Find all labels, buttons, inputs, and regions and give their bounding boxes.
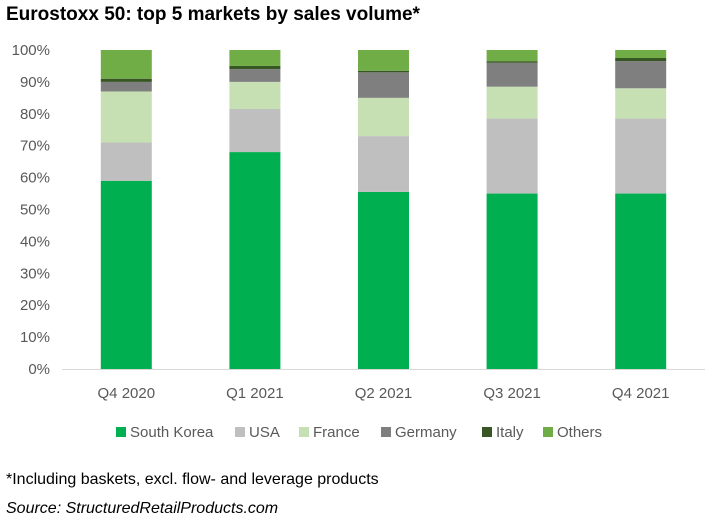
legend-swatch <box>235 427 245 437</box>
legend-swatch <box>381 427 391 437</box>
bar-segment-south-korea <box>358 191 409 369</box>
bar-segment-usa <box>358 136 409 192</box>
bar-segment-usa <box>486 118 538 194</box>
x-tick-label: Q1 2021 <box>226 385 284 402</box>
stacked-bar-chart: 0% 10% 20% 30% 40% 50% 60% 70% 80% 90% 100% Q4 202… <box>12 42 705 441</box>
y-axis: 0% 10% 20% 30% 40% 50% 60% 70% 80% 90% 100% <box>12 42 50 378</box>
y-tick-label: 60% <box>20 170 50 187</box>
legend-label: South Korea <box>130 424 214 441</box>
legend-label: Others <box>557 424 602 441</box>
bar-segment-france <box>615 88 667 119</box>
y-tick-label: 20% <box>20 297 50 314</box>
footnote: *Including baskets, excl. flow- and leve… <box>6 471 379 488</box>
bar-segment-others <box>100 50 152 79</box>
bar-segment-germany <box>229 69 281 82</box>
bar-segment-south-korea <box>486 193 538 369</box>
bar-segment-italy <box>100 78 152 82</box>
bar-segment-france <box>229 81 281 110</box>
y-tick-label: 0% <box>28 361 50 378</box>
bar-segment-italy <box>358 70 409 73</box>
bar-segment-france <box>486 86 538 119</box>
bar-segment-france <box>358 97 409 137</box>
bar-segment-others <box>358 50 409 71</box>
bar-segment-others <box>486 50 538 62</box>
x-tick-label: Q2 2021 <box>355 385 413 402</box>
y-tick-label: 30% <box>20 265 50 282</box>
bar-segment-south-korea <box>615 193 667 369</box>
x-axis: Q4 2020 Q1 2021 Q2 2021 Q3 2021 Q4 2021 <box>62 369 705 402</box>
legend-swatch <box>482 427 492 437</box>
bar-segment-germany <box>615 61 667 89</box>
y-tick-label: 40% <box>20 233 50 250</box>
y-tick-label: 10% <box>20 329 50 346</box>
source-note: Source: StructuredRetailProducts.com <box>6 500 279 517</box>
bar-segment-usa <box>229 109 281 153</box>
bar-segment-usa <box>615 118 667 194</box>
bar-segment-south-korea <box>229 152 281 369</box>
bar-segment-germany <box>486 62 538 87</box>
y-tick-label: 80% <box>20 106 50 123</box>
legend-swatch <box>543 427 553 437</box>
bar-segment-others <box>229 50 281 66</box>
y-tick-label: 70% <box>20 138 50 155</box>
legend: South Korea USA France Germany Italy Others <box>116 424 602 441</box>
legend-swatch <box>116 427 126 437</box>
bar-segment-south-korea <box>100 180 152 369</box>
x-tick-label: Q4 2020 <box>98 385 156 402</box>
bar-segment-germany <box>100 81 152 92</box>
bar-segment-others <box>615 50 667 58</box>
y-tick-label: 50% <box>20 202 50 219</box>
chart-title: Eurostoxx 50: top 5 markets by sales vol… <box>6 4 420 25</box>
bar-segment-usa <box>100 142 152 181</box>
y-tick-label: 100% <box>12 42 50 59</box>
x-tick-label: Q4 2021 <box>612 385 670 402</box>
bar-segment-italy <box>615 57 667 62</box>
legend-label: USA <box>249 424 280 441</box>
bars <box>100 50 667 369</box>
bar-segment-italy <box>486 61 538 63</box>
bar-segment-france <box>100 91 152 143</box>
bar-segment-italy <box>229 65 281 70</box>
legend-swatch <box>299 427 309 437</box>
legend-label: Germany <box>395 424 457 441</box>
bar-segment-germany <box>358 72 409 98</box>
x-tick-label: Q3 2021 <box>483 385 541 402</box>
legend-label: France <box>313 424 360 441</box>
y-tick-label: 90% <box>20 74 50 91</box>
legend-label: Italy <box>496 424 524 441</box>
